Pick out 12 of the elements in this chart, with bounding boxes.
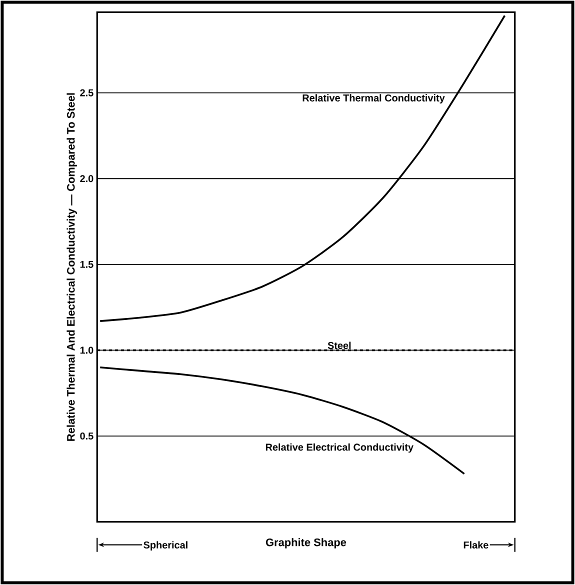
y-tick-label: 0.5 — [80, 432, 94, 440]
y-tick-label: 1.5 — [80, 260, 94, 268]
y-axis-title: Relative Thermal And Electrical Conductivity — Compared To Steel — [66, 93, 77, 441]
x-axis-title: Graphite Shape — [266, 538, 346, 548]
series-label: Relative Thermal Conductivity — [302, 94, 445, 104]
text: Spherical — [144, 541, 188, 550]
y-tick-label: 1.0 — [80, 346, 94, 354]
ref-line-label: Steel — [328, 342, 351, 350]
text: Flake — [464, 541, 488, 549]
series-label: Relative Electrical Conductivity — [266, 443, 414, 453]
y-tick-label: 2.0 — [80, 175, 94, 182]
y-tick-label: 2.5 — [80, 89, 94, 96]
